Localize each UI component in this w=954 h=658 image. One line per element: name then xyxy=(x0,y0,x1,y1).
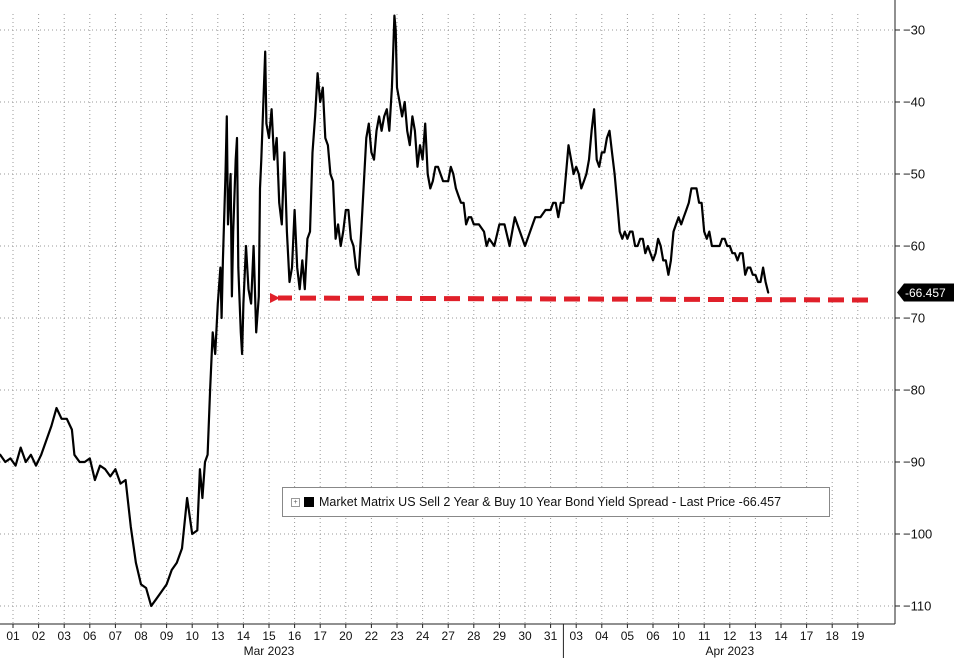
chart-legend: + Market Matrix US Sell 2 Year & Buy 10 … xyxy=(282,487,830,517)
x-tick-label: 02 xyxy=(32,629,46,643)
y-tick-label: −90 xyxy=(903,455,925,470)
x-tick-label: 07 xyxy=(109,629,123,643)
x-tick-label: 19 xyxy=(851,629,865,643)
x-tick-label: 31 xyxy=(544,629,558,643)
x-tick-label: 04 xyxy=(595,629,609,643)
x-tick-label: 14 xyxy=(774,629,788,643)
series-line xyxy=(0,14,770,608)
last-price-tag: -66.457 xyxy=(897,283,954,302)
last-price-tag-bg xyxy=(897,283,954,302)
x-tick-label: 01 xyxy=(6,629,20,643)
x-tick-label: 13 xyxy=(749,629,763,643)
x-tick-label: 27 xyxy=(442,629,456,643)
x-tick-label: 23 xyxy=(390,629,404,643)
y-tick-label: −50 xyxy=(903,167,925,182)
x-tick-label: 29 xyxy=(493,629,507,643)
legend-expand-icon[interactable]: + xyxy=(291,497,300,507)
series-layer xyxy=(0,14,770,608)
month-label: Apr 2023 xyxy=(705,644,754,658)
y-tick-label: −100 xyxy=(903,527,932,542)
annotation-layer xyxy=(269,292,869,303)
x-tick-label: 16 xyxy=(288,629,302,643)
y-tick-label: −40 xyxy=(903,95,925,110)
y-tick-label: −110 xyxy=(903,599,931,614)
x-tick-label: 14 xyxy=(237,629,251,643)
x-tick-label: 05 xyxy=(621,629,635,643)
last-price-value: -66.457 xyxy=(905,286,946,300)
x-tick-label: 09 xyxy=(160,629,174,643)
x-tick-label: 15 xyxy=(262,629,276,643)
y-axis: −30 −40 −50 −60 −70 −80 −90 −100 −110 xyxy=(894,0,932,624)
x-axis: 01 02 03 06 07 08 09 10 13 14 15 16 17 20 22 23 24 27 28 29… xyxy=(0,623,895,658)
x-tick-label: 06 xyxy=(83,629,97,643)
x-tick-label: 10 xyxy=(672,629,686,643)
x-tick-label: 20 xyxy=(339,629,353,643)
x-tick-label: 22 xyxy=(365,629,379,643)
month-label: Mar 2023 xyxy=(244,644,295,658)
x-tick-label: 24 xyxy=(416,629,430,643)
x-tick-label: 12 xyxy=(723,629,737,643)
x-tick-label: 13 xyxy=(211,629,225,643)
y-tick-label: −70 xyxy=(903,311,925,326)
y-tick-label: −60 xyxy=(903,239,925,254)
y-tick-label: −80 xyxy=(903,383,925,398)
x-tick-label: 03 xyxy=(58,629,72,643)
x-tick-label: 06 xyxy=(646,629,660,643)
x-tick-label: 03 xyxy=(570,629,584,643)
legend-label: Market Matrix US Sell 2 Year & Buy 10 Ye… xyxy=(319,495,782,509)
x-tick-label: 30 xyxy=(518,629,532,643)
x-tick-label: 08 xyxy=(134,629,148,643)
y-tick-label: −30 xyxy=(903,23,925,38)
x-tick-label: 17 xyxy=(314,629,328,643)
grid-lines xyxy=(0,14,895,624)
x-tick-label: 11 xyxy=(698,629,711,643)
legend-series-swatch xyxy=(304,497,314,507)
x-tick-label: 10 xyxy=(186,629,200,643)
x-tick-label: 28 xyxy=(467,629,481,643)
x-tick-label: 17 xyxy=(800,629,814,643)
annotation-dashed-arrow xyxy=(269,292,869,303)
x-tick-label: 18 xyxy=(826,629,840,643)
